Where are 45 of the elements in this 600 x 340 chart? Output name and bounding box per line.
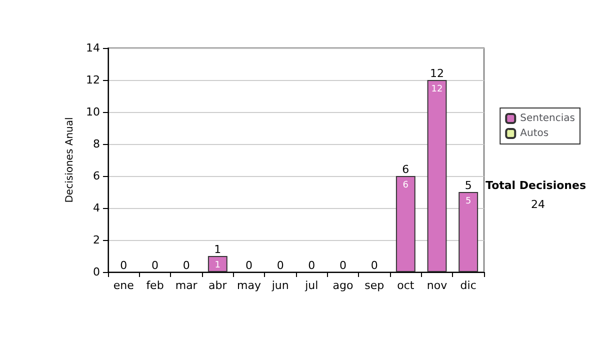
y-tick-label: 14	[86, 42, 100, 54]
total-label: 0	[246, 259, 252, 272]
y-tick-label: 10	[86, 106, 100, 118]
total-label: 0	[276, 259, 284, 272]
y-tick-label: 4	[93, 202, 100, 214]
total-label: 6	[402, 163, 410, 176]
total-label: 0	[308, 259, 316, 272]
x-tick-label: sep	[364, 279, 384, 292]
y-tick-label: 8	[93, 138, 100, 150]
y-tick-label: 12	[86, 74, 100, 86]
data-label: 1	[214, 260, 221, 270]
x-tick-label: jun	[270, 279, 289, 292]
text: Total Decisiones	[486, 179, 586, 192]
x-tick-label: abr	[208, 279, 228, 292]
total-label: 0	[370, 259, 378, 272]
x-tick-label: may	[237, 279, 262, 292]
total-label: 1	[214, 243, 222, 256]
legend-label: Sentencias	[520, 113, 576, 124]
x-tick-label: dic	[460, 279, 476, 292]
total-label: 5	[464, 179, 472, 192]
total-label: 0	[152, 259, 158, 272]
total-label: 0	[182, 259, 190, 272]
bar	[458, 192, 478, 272]
total-label: 0	[340, 259, 346, 272]
bar	[396, 176, 416, 272]
y-tick-label: 0	[93, 266, 100, 278]
total-label: 12	[430, 67, 444, 80]
text: 24	[531, 198, 546, 211]
y-tick-label: 6	[93, 170, 100, 182]
bar	[208, 256, 228, 272]
y-tick-label: 2	[93, 234, 100, 246]
bar	[427, 80, 447, 272]
x-tick-label: jul	[304, 279, 318, 292]
total-label: 0	[120, 259, 128, 272]
x-tick-label: ene	[113, 279, 134, 292]
x-tick-label: oct	[397, 279, 415, 292]
x-tick-label: mar	[175, 279, 198, 292]
x-tick-label: nov	[426, 279, 448, 292]
data-label: 6	[402, 180, 409, 190]
legend-label: Autos	[520, 128, 549, 139]
y-axis-title: Decisiones Anual	[64, 117, 76, 203]
x-tick-label: feb	[146, 279, 164, 292]
data-label: 5	[465, 196, 472, 206]
x-tick-label: ago	[332, 279, 354, 292]
data-label: 12	[431, 84, 443, 94]
